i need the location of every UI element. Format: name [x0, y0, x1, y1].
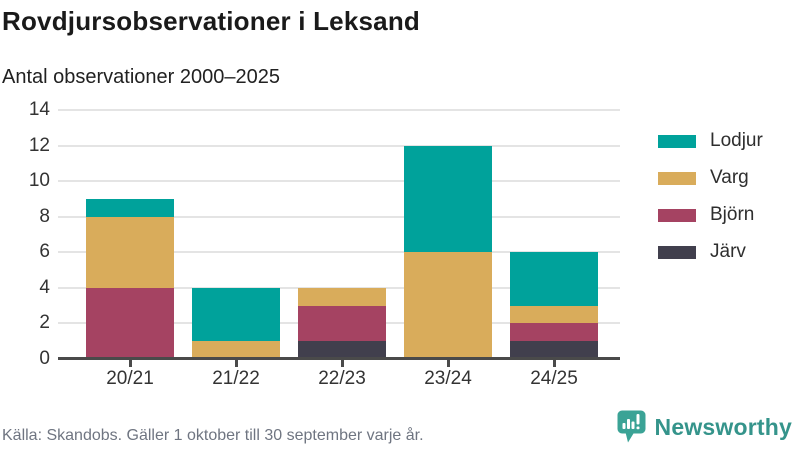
- bar-segment-Varg: [298, 287, 386, 306]
- legend-swatch: [658, 208, 696, 222]
- gridline: [58, 109, 620, 111]
- bar-segment-Järv: [510, 341, 598, 359]
- bar-slot: [77, 110, 183, 367]
- x-axis-label: 22/23: [318, 368, 366, 389]
- bar-segment-Varg: [404, 252, 492, 359]
- bar-segment-Järv: [298, 341, 386, 359]
- stacked-bar-23/24: [404, 110, 492, 359]
- legend-label: Lodjur: [710, 130, 763, 151]
- gridline: [58, 144, 620, 147]
- y-tick-label: 4: [39, 276, 50, 298]
- legend: Lodjur Varg Björn Järv: [658, 130, 763, 278]
- x-axis-label: 24/25: [530, 368, 578, 389]
- y-tick-label: 10: [28, 170, 50, 192]
- bar-segment-Björn: [298, 305, 386, 342]
- gridline: [58, 286, 620, 289]
- gridline: [58, 215, 620, 218]
- bar-segment-Varg: [86, 216, 174, 288]
- bar-segment-Varg: [192, 341, 280, 359]
- legend-item-Järv: Järv: [658, 241, 763, 263]
- y-tick-label: 12: [28, 134, 50, 156]
- bar-slot: [501, 110, 607, 367]
- bar-segment-Lodjur: [192, 287, 280, 342]
- bar-slot: [183, 110, 289, 367]
- stacked-bar-22/23: [298, 110, 386, 359]
- stacked-bar-20/21: [86, 110, 174, 359]
- x-axis-line: [58, 357, 620, 360]
- plot-area: [58, 109, 620, 367]
- newsworthy-wordmark: Newsworthy: [654, 413, 792, 440]
- x-axis-label: 21/22: [212, 368, 260, 389]
- bar-segment-Lodjur: [404, 145, 492, 253]
- x-axis-labels: 20/21 21/22 22/23 23/24 24/25: [58, 368, 620, 390]
- y-tick-label: 8: [39, 205, 50, 227]
- legend-label: Järv: [710, 241, 746, 262]
- legend-label: Björn: [710, 204, 755, 225]
- y-tick-label: 6: [39, 241, 50, 263]
- legend-label: Varg: [710, 167, 749, 188]
- y-axis: 0 2 4 6 8 10 12 14: [0, 100, 50, 368]
- bar-slot: [395, 110, 501, 367]
- x-tick-mark: [341, 360, 344, 367]
- y-tick-label: 14: [28, 99, 50, 120]
- stacked-bar-21/22: [192, 110, 280, 359]
- x-tick-mark: [447, 360, 450, 367]
- bar-segment-Lodjur: [86, 198, 174, 217]
- x-tick-mark: [129, 360, 132, 367]
- source-note: Källa: Skandobs. Gäller 1 oktober till 3…: [2, 427, 424, 444]
- legend-item-Björn: Björn: [658, 204, 763, 226]
- x-axis-label: 23/24: [424, 368, 472, 389]
- chart-title: Rovdjursobservationer i Leksand: [2, 6, 420, 36]
- x-axis-label: 20/21: [106, 368, 154, 389]
- gridline: [58, 180, 620, 183]
- bar-segment-Björn: [86, 287, 174, 359]
- y-tick-label: 0: [39, 348, 50, 369]
- legend-swatch: [658, 171, 696, 185]
- bar-segment-Lodjur: [510, 252, 598, 306]
- bar-segment-Varg: [510, 305, 598, 324]
- x-tick-mark: [235, 360, 238, 367]
- x-tick-mark: [553, 360, 556, 367]
- bars-container: [58, 110, 620, 367]
- legend-swatch: [658, 245, 696, 259]
- bar-slot: [289, 110, 395, 367]
- branding: Newsworthy: [617, 410, 792, 444]
- stacked-bar-24/25: [510, 110, 598, 359]
- newsworthy-logo-icon: [617, 410, 646, 443]
- y-tick-label: 2: [39, 312, 50, 334]
- legend-swatch: [658, 134, 696, 148]
- gridline: [58, 251, 620, 254]
- legend-item-Varg: Varg: [658, 167, 763, 189]
- bar-segment-Björn: [510, 323, 598, 342]
- chart-subtitle: Antal observationer 2000–2025: [2, 66, 280, 88]
- legend-item-Lodjur: Lodjur: [658, 130, 763, 152]
